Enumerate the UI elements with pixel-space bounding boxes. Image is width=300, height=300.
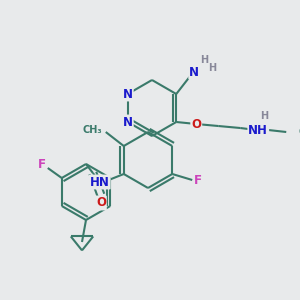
- Text: CH₃: CH₃: [298, 127, 300, 137]
- Text: F: F: [194, 173, 202, 187]
- Text: CH₃: CH₃: [82, 125, 102, 135]
- Text: F: F: [38, 158, 46, 170]
- Text: NH: NH: [248, 124, 268, 136]
- Text: O: O: [96, 196, 106, 209]
- Text: H: H: [260, 111, 268, 121]
- Text: H: H: [200, 55, 208, 65]
- Text: H: H: [208, 63, 216, 73]
- Text: N: N: [123, 88, 133, 100]
- Text: O: O: [191, 118, 201, 130]
- Text: N: N: [123, 116, 133, 128]
- Text: HN: HN: [90, 176, 110, 188]
- Text: N: N: [189, 65, 199, 79]
